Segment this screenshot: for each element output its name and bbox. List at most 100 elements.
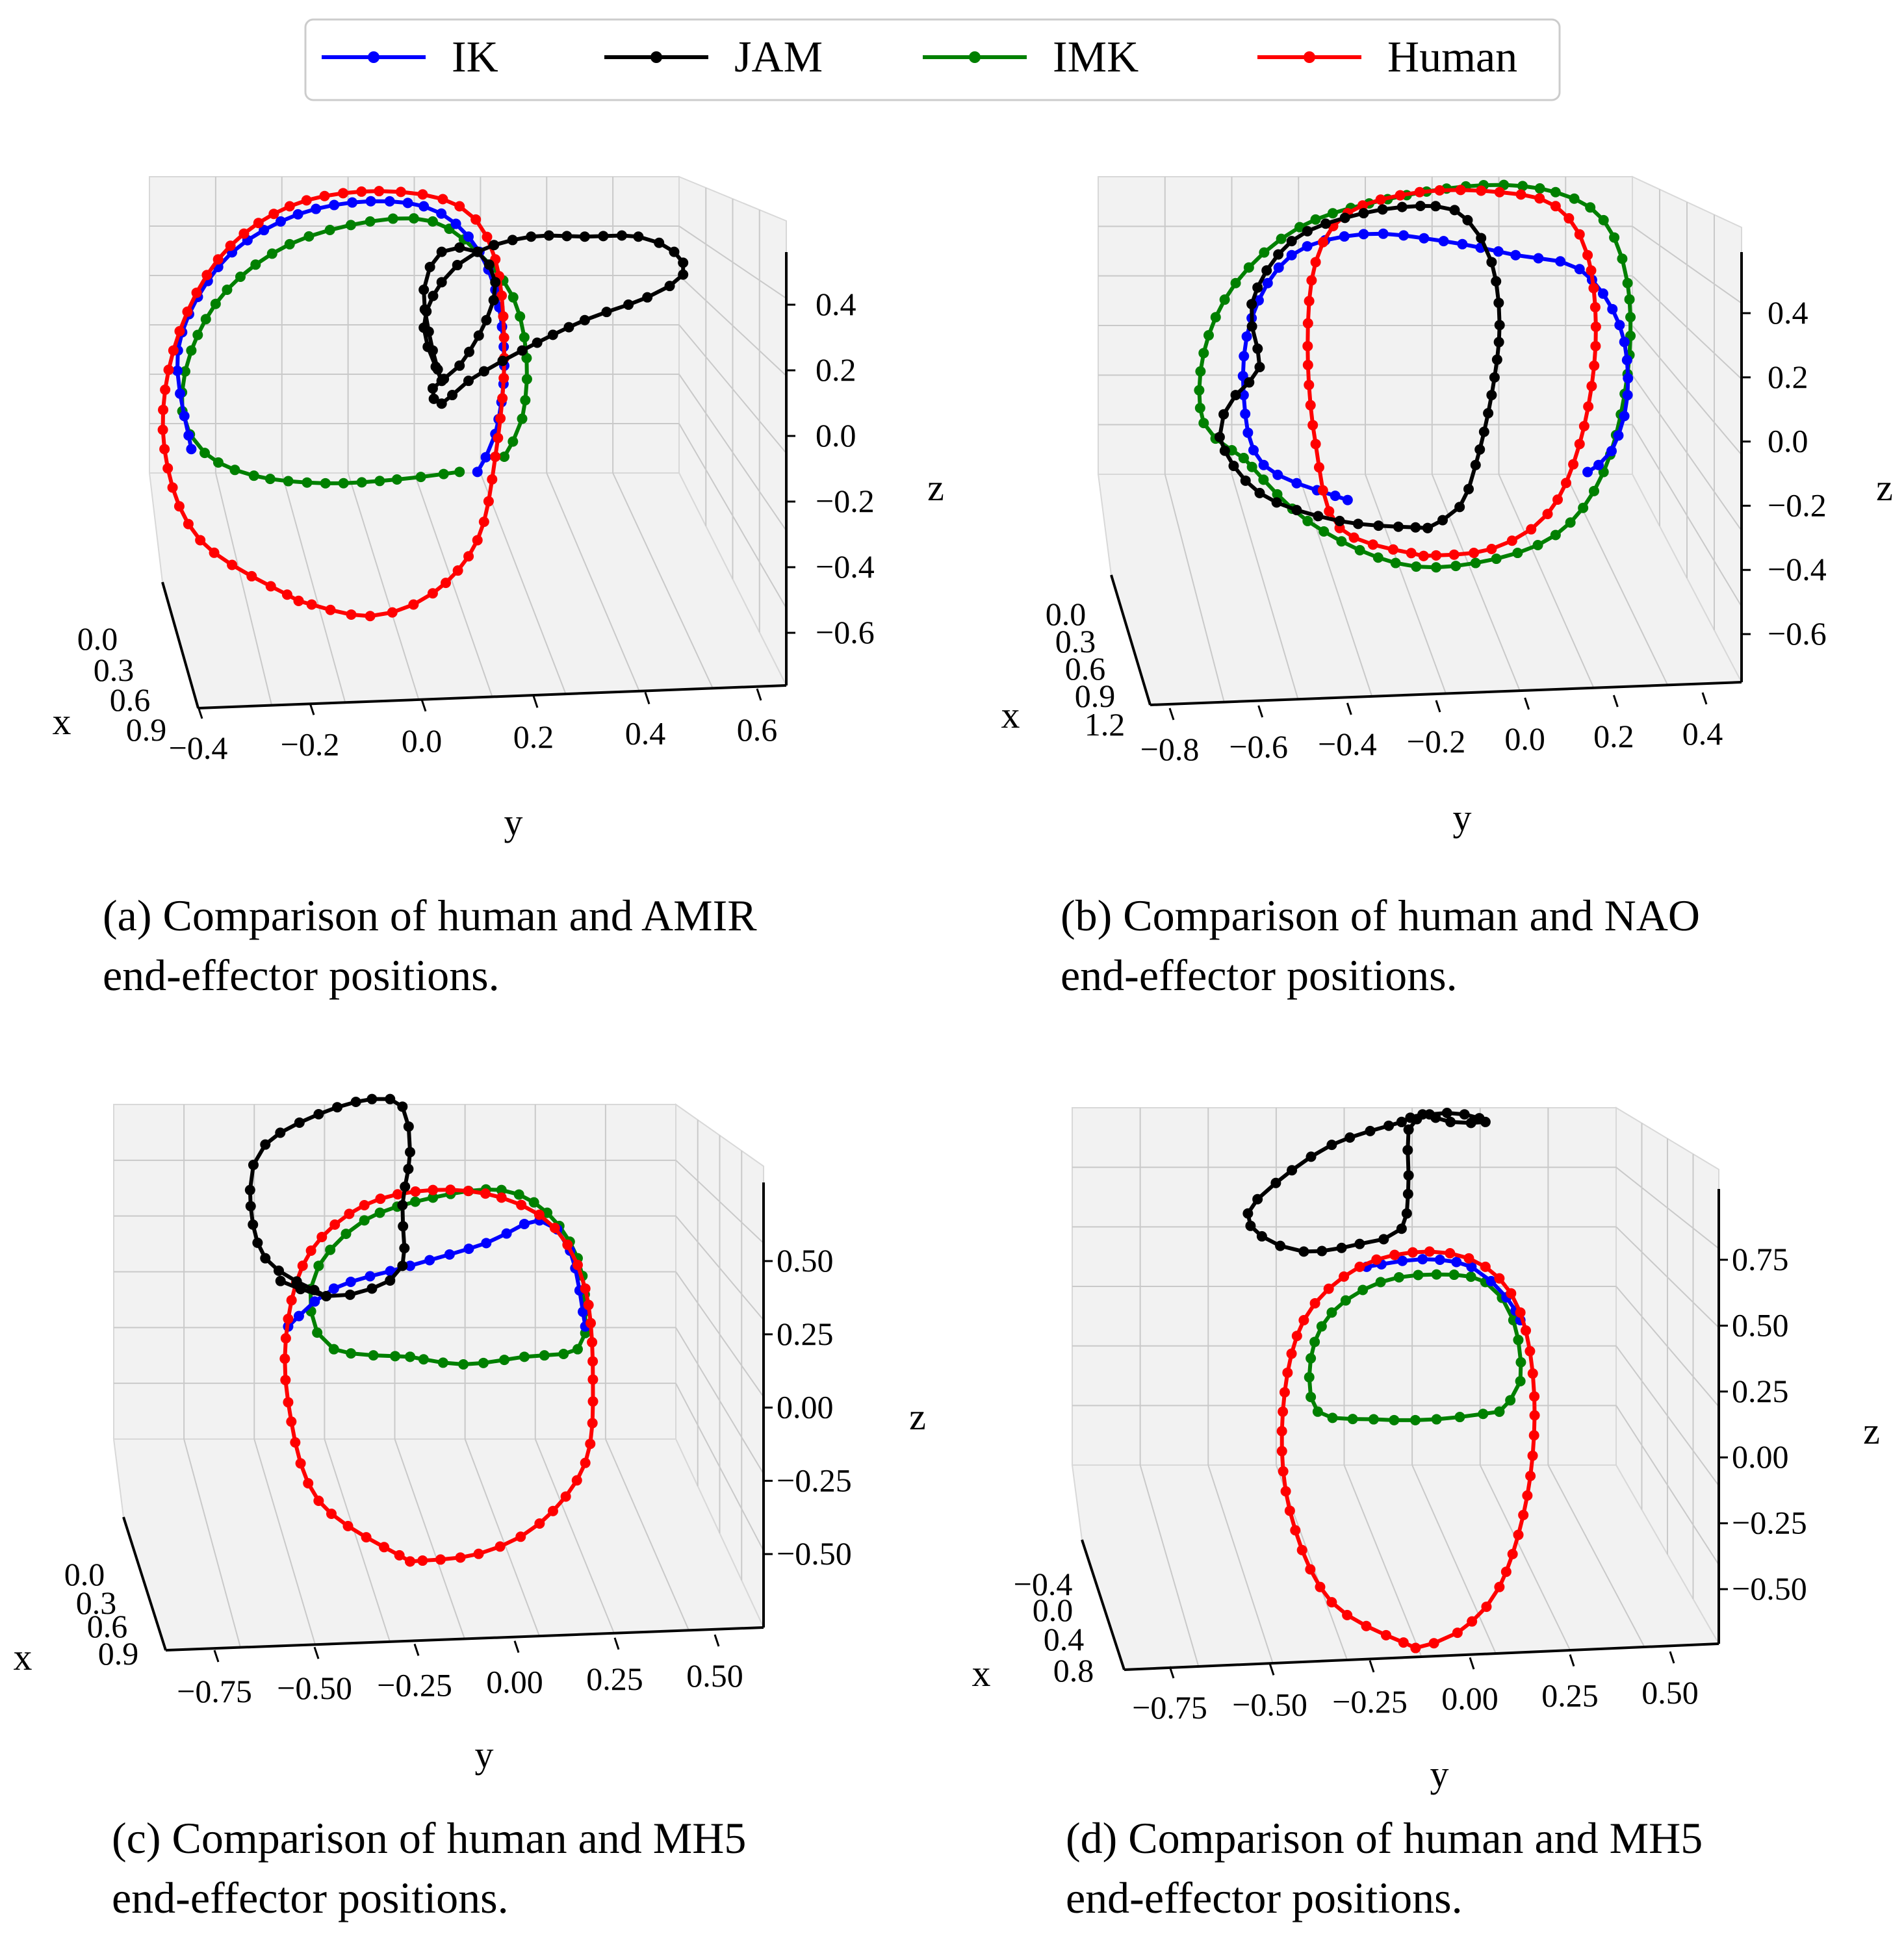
data-point xyxy=(1515,1375,1526,1386)
z-axis-label: z xyxy=(909,1396,926,1438)
data-point xyxy=(1284,1505,1295,1516)
data-point xyxy=(1302,225,1313,236)
data-point xyxy=(1438,236,1449,247)
data-point xyxy=(1279,1386,1290,1398)
data-point xyxy=(1286,249,1297,261)
data-point xyxy=(513,1189,524,1200)
x-tick-label: 0.6 xyxy=(1065,650,1106,687)
data-point xyxy=(1252,343,1263,354)
y-tick-label: 0.2 xyxy=(513,719,554,755)
data-point xyxy=(345,220,356,231)
y-tick xyxy=(1168,1666,1175,1679)
data-point xyxy=(1306,1151,1317,1162)
data-point xyxy=(487,474,498,485)
data-point xyxy=(1312,1406,1323,1417)
data-point xyxy=(1210,312,1221,323)
data-point xyxy=(1588,283,1599,294)
y-tick-label: 0.25 xyxy=(1541,1678,1599,1714)
data-point xyxy=(489,240,500,251)
data-point xyxy=(260,1253,271,1264)
data-point xyxy=(470,214,482,225)
data-point xyxy=(359,1200,370,1210)
y-tick-label: −0.8 xyxy=(1140,731,1200,767)
gridline xyxy=(1411,1464,1497,1654)
y-tick xyxy=(1435,700,1441,713)
z-tick-label: −0.50 xyxy=(777,1535,852,1572)
data-point xyxy=(1378,228,1389,239)
y-tick-label: −0.25 xyxy=(1332,1683,1408,1720)
data-point xyxy=(1242,427,1254,438)
data-point xyxy=(399,1243,410,1254)
data-point xyxy=(374,1207,385,1218)
data-point xyxy=(1428,1638,1439,1649)
data-point xyxy=(1457,238,1468,249)
y-tick xyxy=(1346,702,1352,715)
data-point xyxy=(1578,502,1589,513)
data-point xyxy=(280,1375,291,1386)
caption-line: end-effector positions. xyxy=(1066,1873,1463,1922)
data-point xyxy=(303,231,315,242)
data-point xyxy=(210,298,221,309)
data-point xyxy=(1307,420,1319,431)
data-point xyxy=(519,332,530,343)
y-tick xyxy=(1612,695,1619,708)
data-point xyxy=(410,1196,421,1207)
y-axis-label: y xyxy=(475,1733,494,1776)
data-point xyxy=(678,269,689,280)
legend-label: Human xyxy=(1387,32,1517,81)
data-point xyxy=(463,551,474,562)
data-point xyxy=(1347,1414,1358,1425)
z-tick-label: −0.25 xyxy=(777,1462,852,1498)
data-point xyxy=(281,589,292,600)
data-point xyxy=(183,518,194,530)
data-point xyxy=(1434,185,1445,196)
data-point xyxy=(1494,1273,1505,1284)
data-point xyxy=(1623,373,1634,384)
data-point xyxy=(1500,1566,1512,1577)
legend-marker xyxy=(1304,51,1315,63)
gridline xyxy=(612,472,714,689)
data-point xyxy=(1261,265,1272,276)
data-point xyxy=(283,1397,294,1408)
data-point xyxy=(1395,190,1406,201)
data-point xyxy=(1344,1132,1356,1143)
data-point xyxy=(418,201,430,212)
y-tick xyxy=(420,699,427,712)
z-tick-label: 0.25 xyxy=(777,1316,834,1352)
data-point xyxy=(365,1271,376,1282)
data-point xyxy=(1410,522,1421,533)
data-point xyxy=(344,1289,355,1300)
data-point xyxy=(1326,1307,1337,1318)
data-point xyxy=(284,238,295,249)
data-point xyxy=(1483,408,1494,419)
y-tick xyxy=(1569,1654,1575,1667)
data-point xyxy=(542,1207,553,1218)
data-point xyxy=(1517,181,1528,192)
data-point xyxy=(1614,320,1625,331)
data-point xyxy=(1240,409,1251,420)
data-point xyxy=(1246,299,1257,310)
y-tick xyxy=(714,1634,720,1647)
data-point xyxy=(1431,1414,1442,1425)
data-point xyxy=(1398,1637,1409,1648)
data-point xyxy=(379,1542,390,1553)
data-point xyxy=(273,1265,284,1276)
legend-item-imk: IMK xyxy=(923,32,1139,81)
data-point xyxy=(1542,509,1553,520)
data-point xyxy=(496,1192,507,1203)
data-point xyxy=(436,376,447,387)
data-point xyxy=(186,444,197,455)
data-point xyxy=(1246,461,1257,472)
data-point xyxy=(478,366,489,377)
data-point xyxy=(418,285,430,295)
data-point xyxy=(1280,1486,1291,1497)
data-point xyxy=(316,1231,328,1242)
legend-item-ik: IK xyxy=(322,32,498,81)
data-point xyxy=(227,559,238,570)
y-tick xyxy=(309,702,315,715)
data-point xyxy=(437,194,448,205)
data-point xyxy=(1309,1336,1320,1347)
data-point xyxy=(1245,1220,1256,1231)
data-point xyxy=(521,353,532,364)
